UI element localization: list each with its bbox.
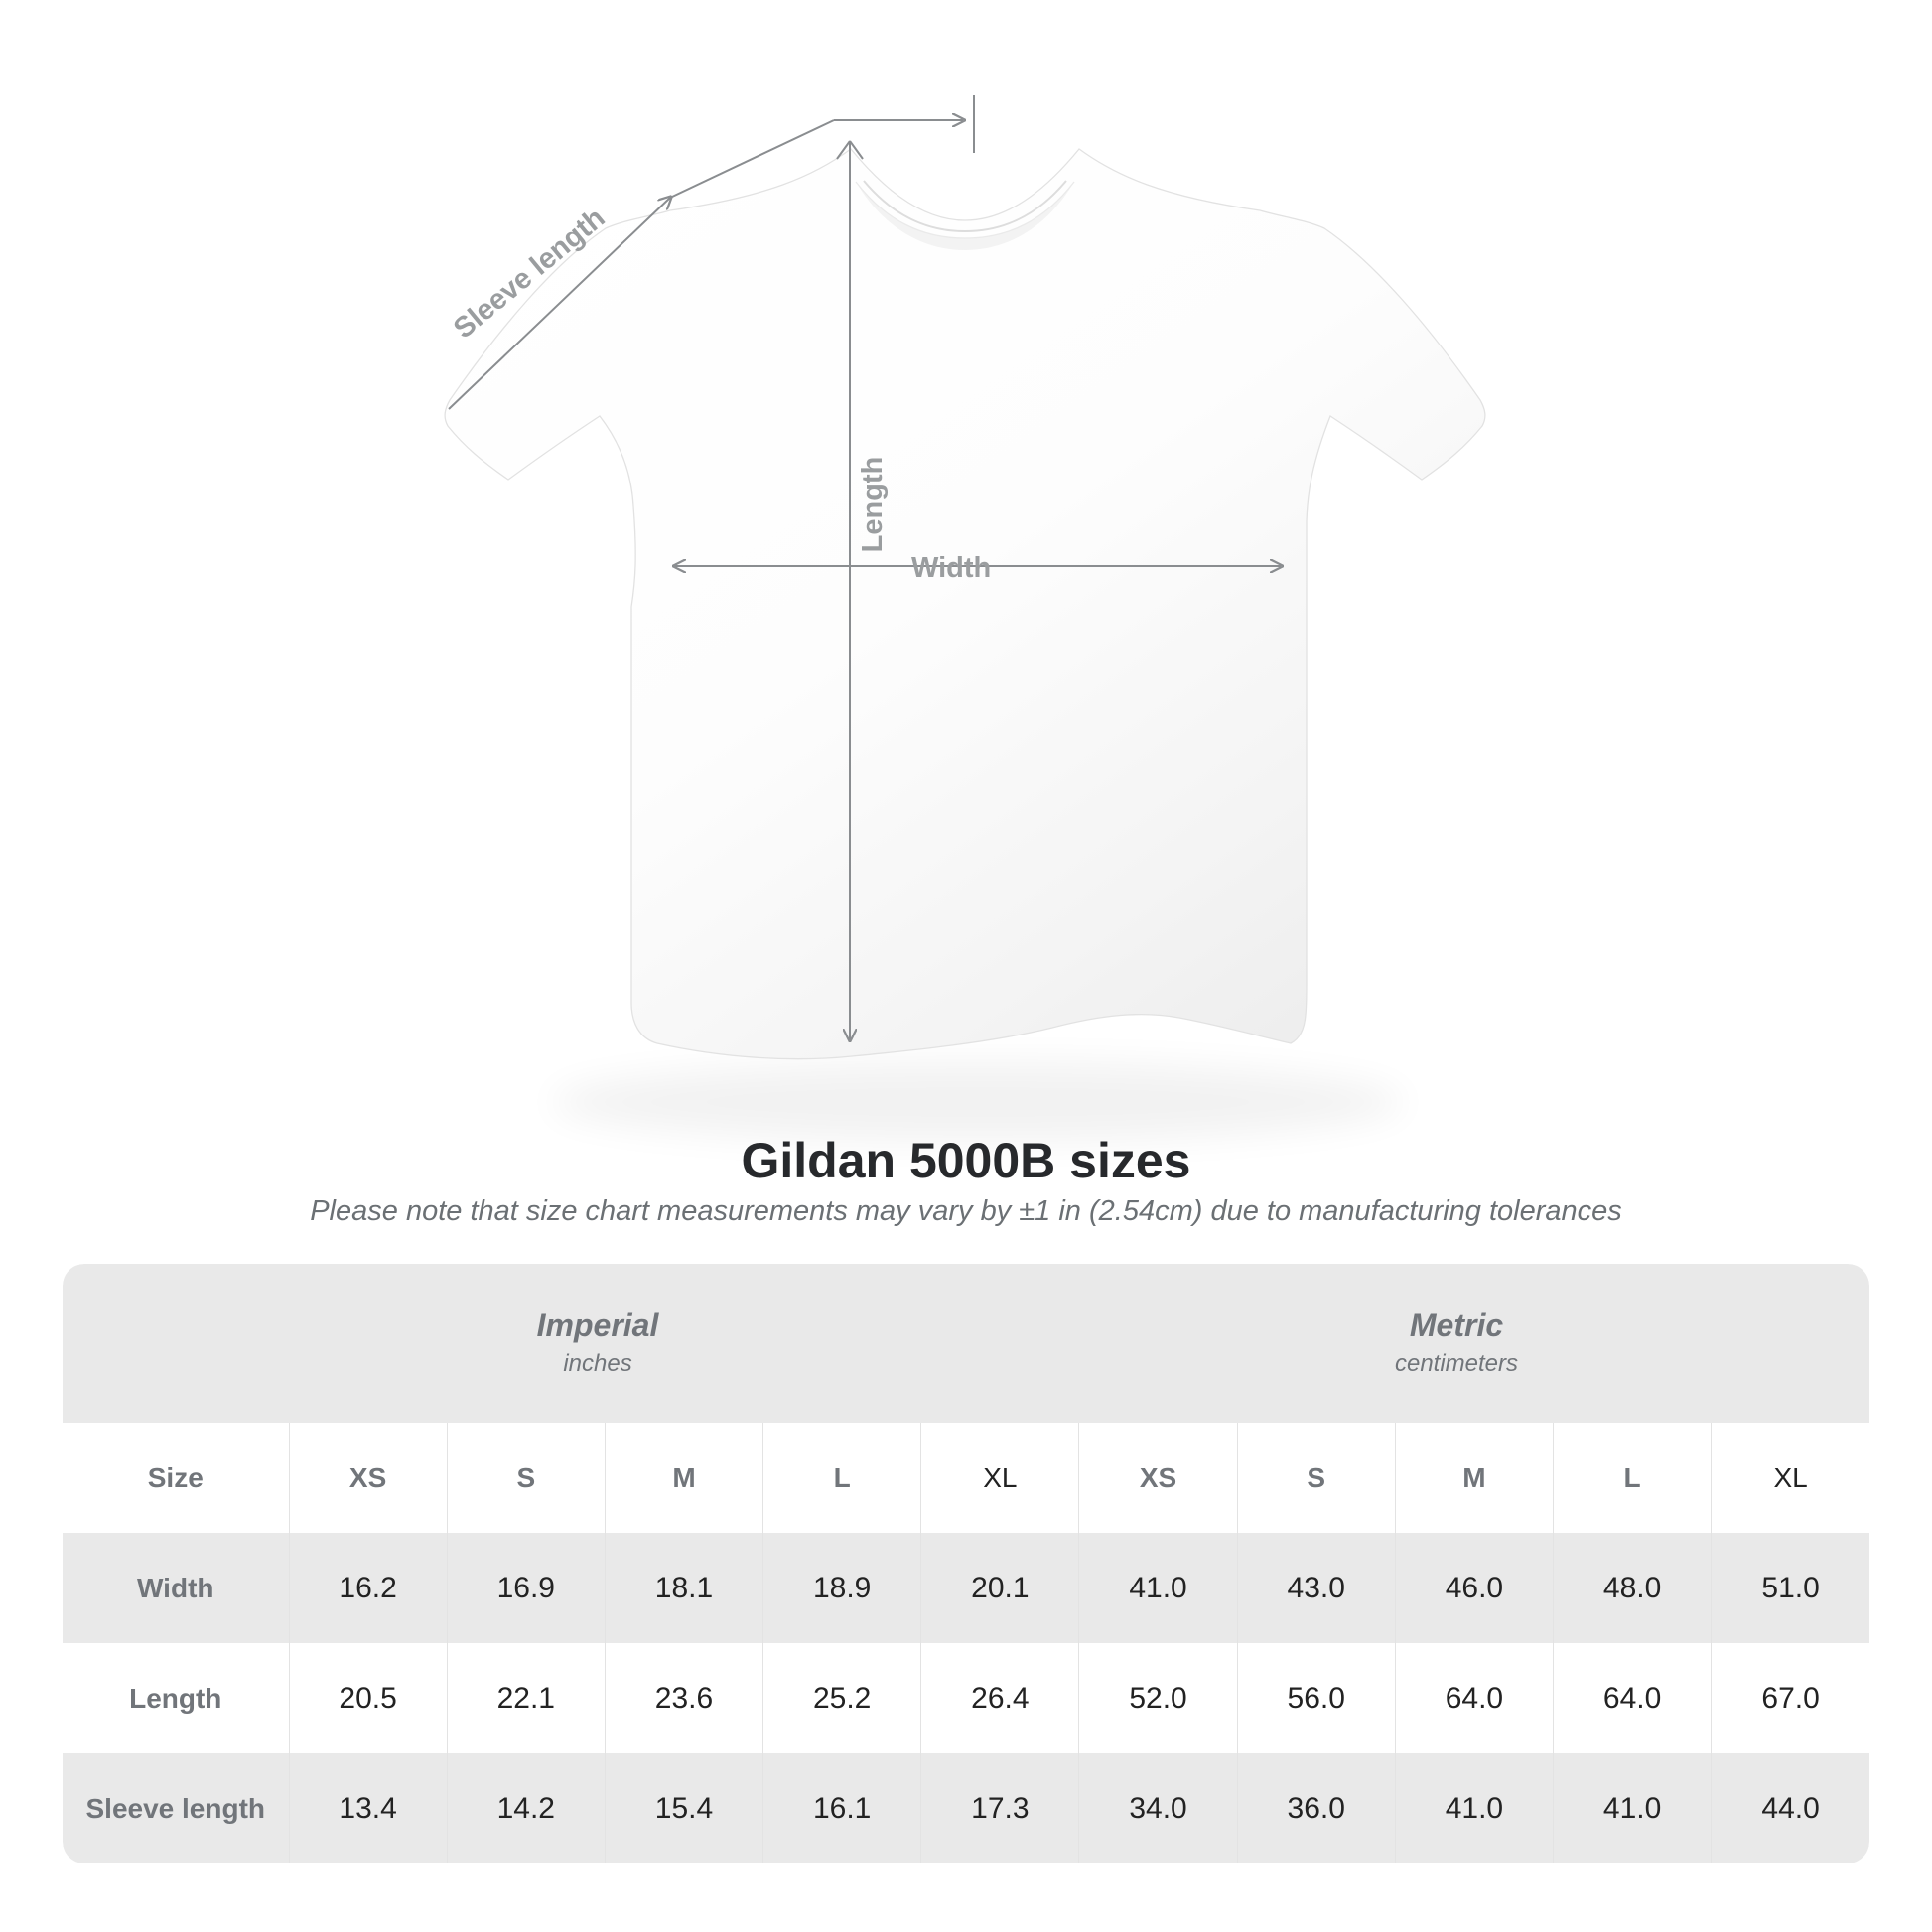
svg-text:Length: Length <box>857 457 889 553</box>
svg-text:Width: Width <box>911 552 991 584</box>
